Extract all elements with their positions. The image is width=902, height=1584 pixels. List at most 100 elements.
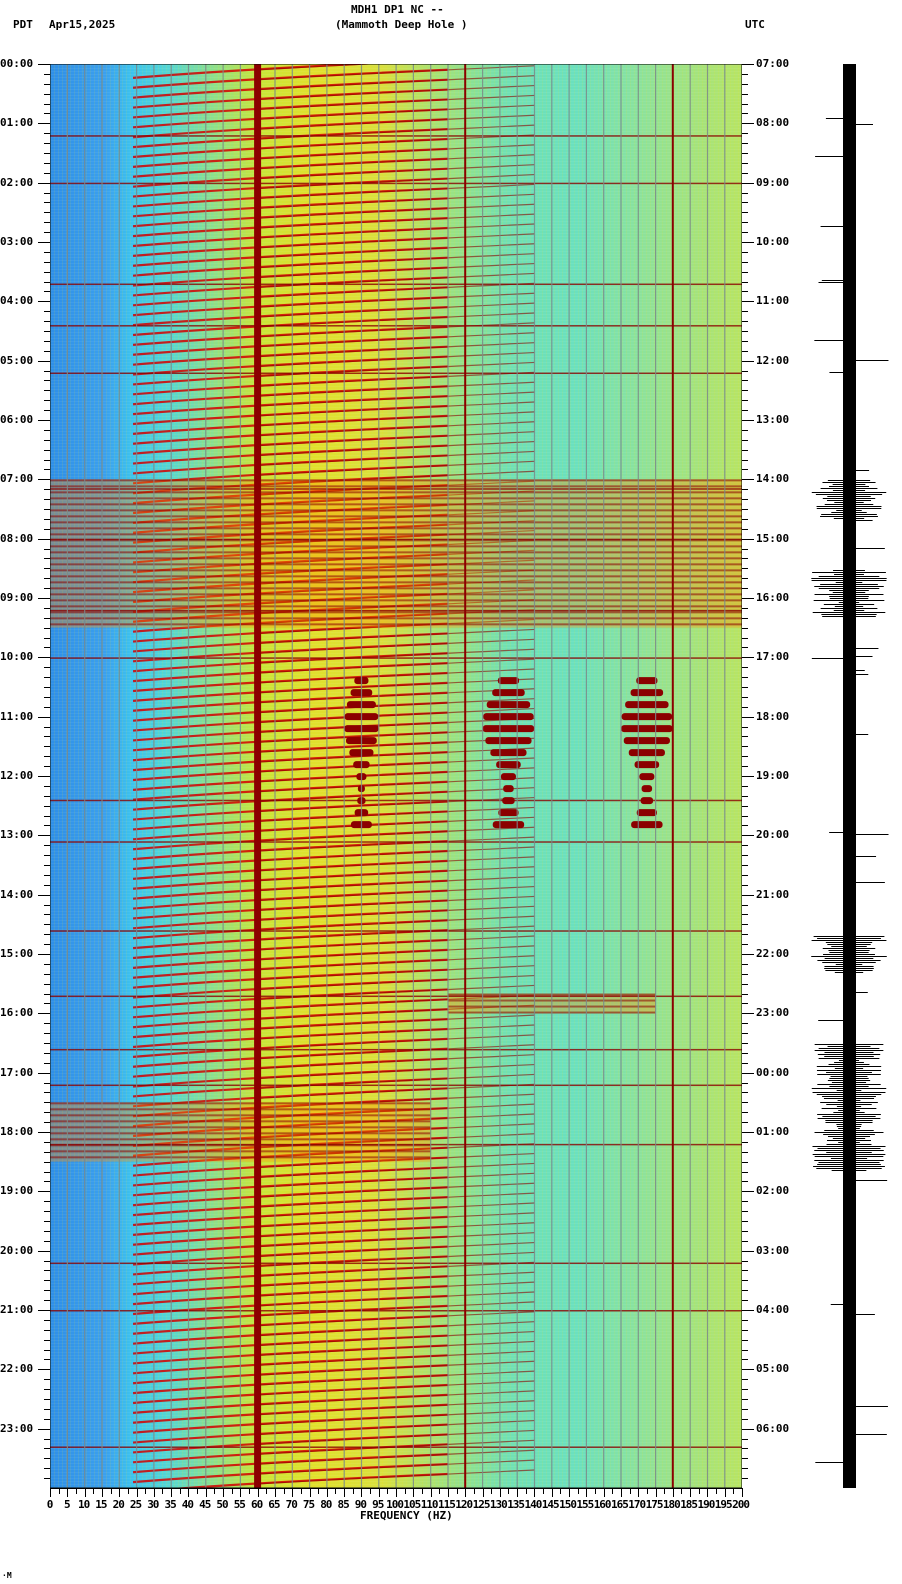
trace-sample bbox=[846, 1260, 849, 1261]
left-hour-label: 23:00 bbox=[0, 1421, 34, 1435]
left-tick bbox=[44, 558, 50, 560]
trace-sample bbox=[849, 102, 854, 103]
right-tick bbox=[742, 1280, 748, 1282]
trace-sample bbox=[849, 362, 852, 363]
trace-sample bbox=[845, 94, 849, 95]
trace-sample bbox=[845, 558, 849, 559]
right-hour-label: 23:00 bbox=[756, 1006, 790, 1020]
trace-sample bbox=[845, 108, 849, 109]
freq-tick bbox=[153, 1488, 155, 1497]
freq-tick bbox=[171, 1488, 173, 1497]
freq-grid-line bbox=[447, 64, 449, 1488]
trace-sample bbox=[846, 1420, 849, 1421]
trace-sample bbox=[849, 250, 853, 251]
trace-sample bbox=[817, 938, 881, 939]
trace-sample bbox=[849, 708, 854, 709]
freq-tick bbox=[127, 1488, 129, 1494]
trace-sample bbox=[844, 812, 849, 813]
right-tick bbox=[742, 954, 754, 955]
freq-tick bbox=[266, 1488, 268, 1494]
freq-tick-label: 160 bbox=[593, 1498, 612, 1511]
trace-sample bbox=[844, 842, 849, 843]
right-hour-label: 04:00 bbox=[756, 1303, 790, 1316]
trace-sample bbox=[846, 144, 849, 145]
right-hour-label: 17:00 bbox=[756, 650, 790, 664]
trace-sample bbox=[849, 734, 869, 735]
freq-tick-label: 65 bbox=[268, 1498, 280, 1511]
trace-sample bbox=[849, 352, 854, 353]
trace-sample bbox=[849, 826, 852, 827]
right-tick bbox=[742, 202, 748, 204]
right-tick bbox=[742, 1448, 748, 1450]
left-tick bbox=[44, 865, 50, 866]
trace-sample bbox=[836, 1124, 862, 1125]
right-tick bbox=[742, 1468, 748, 1470]
freq-tick bbox=[404, 1488, 406, 1494]
trace-sample bbox=[849, 242, 854, 243]
trace-sample bbox=[844, 1450, 849, 1451]
freq-tick bbox=[145, 1488, 147, 1494]
trace-sample bbox=[845, 160, 849, 161]
right-tick bbox=[742, 242, 754, 243]
trace-sample bbox=[825, 118, 849, 119]
right-tick bbox=[742, 518, 748, 520]
left-tick bbox=[44, 93, 50, 95]
freq-tick-label: 170 bbox=[628, 1498, 646, 1511]
trace-sample bbox=[849, 180, 854, 181]
trace-sample bbox=[846, 198, 849, 199]
trace-sample bbox=[849, 686, 853, 687]
trace-sample bbox=[849, 1474, 853, 1475]
trace-sample bbox=[849, 718, 854, 719]
trace-sample bbox=[849, 338, 853, 339]
trace-sample bbox=[849, 668, 853, 669]
trace-sample bbox=[849, 1398, 854, 1399]
left-tick bbox=[44, 1408, 50, 1410]
freq-tick-label: 60 bbox=[251, 1498, 263, 1511]
trace-sample bbox=[844, 1210, 849, 1211]
left-hour-label: 00:00 bbox=[0, 57, 34, 70]
trace-sample bbox=[849, 1320, 852, 1321]
freq-tick bbox=[335, 1488, 337, 1494]
trace-sample bbox=[845, 154, 849, 155]
trace-sample bbox=[845, 90, 849, 91]
trace-sample bbox=[849, 1476, 853, 1477]
right-hour-label: 01:00 bbox=[756, 1125, 790, 1138]
trace-sample bbox=[844, 1006, 849, 1007]
trace-sample bbox=[814, 340, 849, 341]
trace-sample bbox=[849, 900, 852, 901]
trace-sample bbox=[846, 618, 849, 619]
trace-sample bbox=[845, 918, 849, 919]
trace-sample bbox=[844, 1334, 849, 1335]
trace-sample bbox=[845, 778, 849, 779]
trace-sample bbox=[846, 104, 849, 105]
left-tick bbox=[44, 677, 50, 679]
right-tick bbox=[742, 73, 748, 75]
trace-sample bbox=[849, 1240, 853, 1241]
trace-sample bbox=[849, 176, 854, 177]
trace-sample bbox=[822, 1116, 876, 1117]
trace-sample bbox=[845, 1456, 849, 1457]
trace-sample bbox=[845, 186, 849, 187]
trace-sample bbox=[846, 72, 849, 73]
left-tick bbox=[44, 1171, 50, 1173]
trace-sample bbox=[849, 350, 853, 351]
freq-tick bbox=[396, 1488, 397, 1497]
trace-sample bbox=[829, 596, 869, 597]
left-tick bbox=[38, 1191, 50, 1193]
left-tick bbox=[44, 1339, 50, 1341]
freq-grid-line bbox=[66, 64, 68, 1488]
left-tick bbox=[38, 479, 50, 481]
left-hour-label: 06:00 bbox=[0, 413, 34, 426]
right-tick bbox=[742, 1082, 748, 1084]
left-tick bbox=[38, 1428, 50, 1430]
trace-sample bbox=[844, 924, 849, 925]
left-tick bbox=[44, 518, 50, 520]
right-tick bbox=[742, 598, 754, 599]
left-tick bbox=[38, 301, 50, 303]
freq-grid-line bbox=[170, 64, 172, 1488]
trace-sample bbox=[845, 64, 849, 65]
trace-sample bbox=[845, 270, 849, 271]
trace-sample bbox=[846, 1414, 849, 1415]
trace-sample bbox=[844, 366, 849, 367]
trace-sample bbox=[849, 444, 853, 445]
